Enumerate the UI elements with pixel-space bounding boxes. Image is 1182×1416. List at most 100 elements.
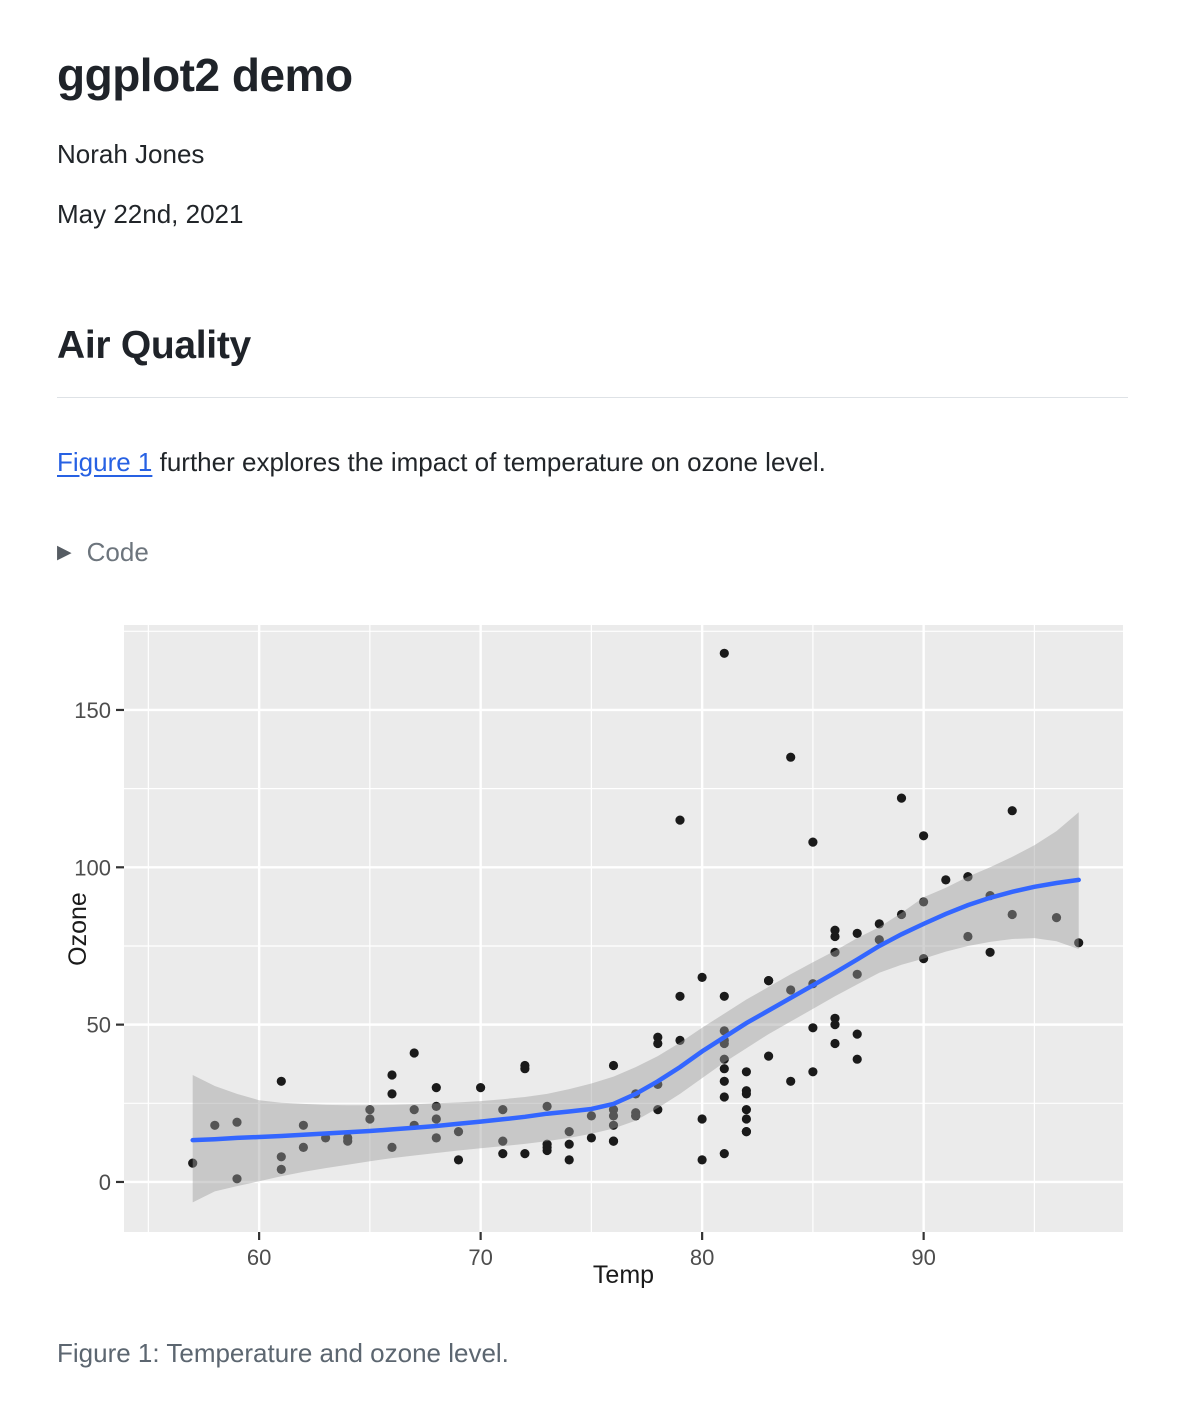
svg-text:150: 150 — [74, 698, 111, 723]
data-point — [719, 1064, 729, 1074]
data-point — [608, 1120, 619, 1130]
data-point — [343, 1136, 353, 1146]
data-point — [1007, 806, 1017, 816]
data-point — [830, 931, 840, 942]
data-point — [498, 1149, 508, 1159]
data-point — [653, 1032, 663, 1042]
data-point — [719, 1149, 729, 1159]
data-point — [276, 1076, 286, 1086]
data-point — [741, 1127, 752, 1137]
ozone-temp-chart: 60 70 80 90 0 50 100 150 Temp Ozone — [64, 625, 1123, 1289]
disclosure-triangle-icon: ▶ — [57, 542, 72, 563]
data-point — [387, 1089, 397, 1099]
data-point — [919, 897, 929, 907]
data-point — [719, 1092, 729, 1102]
data-point — [365, 1114, 375, 1124]
data-point — [874, 935, 884, 945]
grid-minor — [124, 625, 1123, 1232]
data-point — [786, 752, 796, 762]
data-point — [786, 985, 796, 995]
data-point — [741, 1089, 752, 1099]
data-point — [919, 831, 929, 841]
data-point — [675, 1035, 685, 1045]
data-point — [608, 1060, 619, 1071]
data-point — [431, 1133, 441, 1143]
data-point — [741, 1114, 752, 1124]
figure-caption: Figure 1: Temperature and ozone level. — [57, 1338, 509, 1368]
figure-1: 60 70 80 90 0 50 100 150 Temp Ozone — [60, 615, 1128, 1305]
data-point — [697, 972, 707, 982]
data-point — [852, 1029, 862, 1039]
axis-tick-marks — [116, 708, 925, 1240]
data-point — [409, 1048, 419, 1058]
data-point — [608, 1136, 619, 1146]
data-point — [431, 1101, 441, 1111]
svg-text:60: 60 — [247, 1245, 271, 1270]
data-point — [741, 1105, 752, 1115]
intro-paragraph: Figure 1 further explores the impact of … — [57, 447, 826, 478]
data-point — [431, 1083, 441, 1093]
data-point — [232, 1174, 242, 1184]
intro-paragraph-text: further explores the impact of temperatu… — [152, 447, 826, 477]
scatter-points — [188, 648, 1084, 1184]
data-point — [542, 1145, 552, 1156]
data-point — [697, 1114, 707, 1124]
data-point — [498, 1105, 508, 1115]
data-point — [298, 1142, 308, 1152]
data-point — [210, 1120, 220, 1130]
grid-major — [124, 625, 1123, 1232]
data-point — [896, 909, 907, 920]
data-point — [719, 1076, 729, 1086]
data-point — [564, 1155, 574, 1165]
data-point — [963, 931, 973, 942]
data-point — [830, 1013, 840, 1023]
data-point — [520, 1149, 530, 1159]
code-fold[interactable]: ▶ Code — [57, 537, 149, 568]
plot-panel — [124, 625, 1123, 1232]
data-point — [365, 1105, 375, 1115]
date: May 22nd, 2021 — [57, 199, 244, 229]
data-point — [808, 1023, 818, 1033]
data-point — [697, 1155, 707, 1165]
data-point — [1007, 909, 1017, 920]
page-title: ggplot2 demo — [57, 49, 353, 101]
data-point — [276, 1152, 286, 1162]
svg-text:50: 50 — [87, 1013, 111, 1038]
data-point — [852, 1054, 862, 1064]
data-point — [874, 919, 884, 929]
svg-text:100: 100 — [74, 855, 111, 880]
data-point — [675, 815, 685, 825]
figure-1-link[interactable]: Figure 1 — [57, 447, 153, 477]
data-point — [1051, 913, 1062, 923]
data-point — [653, 1038, 663, 1049]
x-axis-title: Temp — [593, 1261, 654, 1289]
data-point — [498, 1136, 508, 1146]
author: Norah Jones — [57, 139, 205, 169]
data-point — [608, 1105, 619, 1115]
data-point — [830, 1020, 840, 1030]
data-point — [719, 1054, 729, 1064]
data-point — [719, 991, 729, 1001]
data-point — [232, 1117, 242, 1127]
svg-text:0: 0 — [99, 1170, 111, 1195]
svg-text:80: 80 — [690, 1245, 714, 1270]
y-axis-title: Ozone — [64, 892, 92, 966]
section-divider — [57, 397, 1128, 398]
data-point — [188, 1158, 198, 1168]
code-fold-label: Code — [86, 537, 149, 567]
data-point — [608, 1111, 619, 1121]
data-point — [985, 947, 995, 957]
data-point — [830, 1038, 840, 1049]
data-point — [764, 976, 774, 986]
data-point — [542, 1101, 552, 1111]
data-point — [919, 954, 929, 964]
data-point — [431, 1114, 441, 1124]
svg-text:90: 90 — [911, 1245, 935, 1270]
data-point — [586, 1133, 597, 1143]
data-point — [387, 1142, 397, 1152]
data-point — [520, 1060, 530, 1071]
data-point — [852, 969, 862, 979]
data-point — [564, 1139, 574, 1149]
data-point — [719, 648, 729, 658]
